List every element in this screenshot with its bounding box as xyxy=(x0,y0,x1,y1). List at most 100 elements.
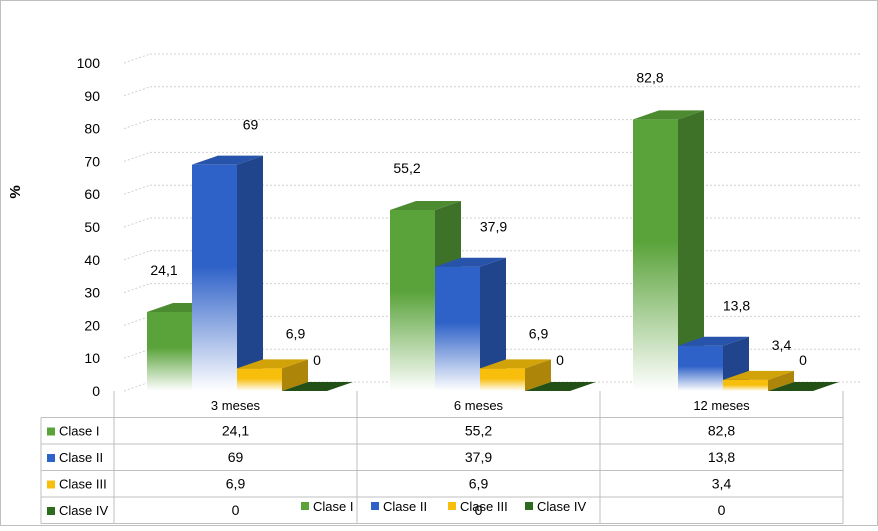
data-label: 69 xyxy=(243,117,259,133)
bar-clase-ii-1 xyxy=(435,257,506,391)
bar-clase-iv-2 xyxy=(768,382,839,391)
legend-swatch xyxy=(448,502,456,510)
legend-label: Clase III xyxy=(460,499,508,514)
table-cell: 3,4 xyxy=(712,476,732,492)
gridline-side xyxy=(123,315,151,326)
bar-clase-iv-0 xyxy=(282,382,353,391)
y-tick-label: 50 xyxy=(84,219,100,235)
bar-front xyxy=(480,368,525,391)
gridline-side xyxy=(123,119,151,130)
bar-top xyxy=(480,359,551,369)
y-axis-title: % xyxy=(7,185,24,198)
y-tick-label: 70 xyxy=(84,153,100,169)
bar-clase-i-1 xyxy=(390,200,461,391)
legend-label: Clase IV xyxy=(537,499,586,514)
table-legend-key xyxy=(47,480,55,489)
bar-front xyxy=(237,368,282,391)
gridline-side xyxy=(123,283,151,294)
bar-top xyxy=(678,336,749,346)
legend-item-clase-ii: Clase II xyxy=(371,499,427,514)
bar-top xyxy=(633,110,704,120)
legend-swatch xyxy=(525,502,533,510)
gridline-side xyxy=(123,184,151,195)
y-tick-label: 20 xyxy=(84,317,100,333)
gridline-side xyxy=(123,86,151,97)
bar-front xyxy=(435,266,480,391)
y-tick-label: 0 xyxy=(92,383,100,399)
table-cell: 6,9 xyxy=(226,476,246,492)
legend-label: Clase I xyxy=(313,499,353,514)
y-tick-label: 30 xyxy=(84,285,100,301)
table-legend-key xyxy=(47,507,55,515)
data-label: 6,9 xyxy=(529,325,549,341)
gridline-side xyxy=(123,348,151,359)
table-legend-key xyxy=(47,427,55,436)
bar-clase-iii-0 xyxy=(237,359,308,391)
bar-front xyxy=(192,164,237,391)
bar-front xyxy=(723,379,768,391)
data-label: 6,9 xyxy=(286,325,306,341)
bar-clase-i-2 xyxy=(633,110,704,391)
table-cell: 6,9 xyxy=(469,476,489,492)
data-label: 24,1 xyxy=(150,262,177,278)
table-cell: 37,9 xyxy=(465,449,492,465)
data-label: 0 xyxy=(799,352,807,368)
y-tick-label: 100 xyxy=(77,55,101,71)
legend-item-clase-iv: Clase IV xyxy=(525,499,586,514)
table-cell: 24,1 xyxy=(222,423,249,439)
table-legend-key xyxy=(47,454,55,462)
table-header-cell: 3 meses xyxy=(211,398,261,413)
bar-side xyxy=(768,370,794,391)
bar-side xyxy=(525,359,551,391)
bar-top xyxy=(723,370,794,380)
table-cell: 82,8 xyxy=(708,423,735,439)
table-cell: 0 xyxy=(475,502,483,518)
legend-item-clase-i: Clase I xyxy=(301,499,353,514)
table-cell: 0 xyxy=(718,502,726,518)
table-cell: 13,8 xyxy=(708,449,735,465)
table-cell: 0 xyxy=(232,502,240,518)
legend-label: Clase II xyxy=(383,499,427,514)
data-label: 3,4 xyxy=(772,337,792,353)
table-cell: 55,2 xyxy=(465,423,492,439)
y-tick-label: 40 xyxy=(84,252,100,268)
y-tick-label: 90 xyxy=(84,88,100,104)
bar-clase-iv-1 xyxy=(525,382,596,391)
bar-clase-iii-2 xyxy=(723,370,794,391)
gridline-side xyxy=(123,53,151,64)
bar-side xyxy=(480,257,506,391)
bar-side xyxy=(282,359,308,391)
bar-front xyxy=(633,119,678,391)
bar-front xyxy=(147,311,192,391)
bar-front xyxy=(678,345,723,391)
bar-clase-ii-0 xyxy=(192,155,263,391)
gridline-side xyxy=(123,250,151,261)
table-cell: 69 xyxy=(228,449,244,465)
bar-top xyxy=(525,382,596,391)
legend-item-clase-iii: Clase III xyxy=(448,499,508,514)
bar-top xyxy=(192,155,263,165)
table-row-label: Clase III xyxy=(59,477,107,492)
bar-top xyxy=(282,382,353,391)
data-label: 0 xyxy=(313,352,321,368)
y-tick-label: 80 xyxy=(84,121,100,137)
y-tick-label: 10 xyxy=(84,350,100,366)
data-label: 55,2 xyxy=(393,160,420,176)
table-row-label: Clase IV xyxy=(59,503,108,518)
legend-swatch xyxy=(301,502,309,510)
gridline-side xyxy=(123,217,151,228)
data-label: 0 xyxy=(556,352,564,368)
gridline-side xyxy=(123,381,151,392)
bar-clase-ii-2 xyxy=(678,336,749,391)
bar-top xyxy=(768,382,839,391)
bar-top xyxy=(435,257,506,267)
legend-swatch xyxy=(371,502,379,510)
table-row-label: Clase I xyxy=(59,424,99,439)
bar-side xyxy=(237,155,263,391)
y-tick-label: 60 xyxy=(84,186,100,202)
table-header-cell: 12 meses xyxy=(693,398,750,413)
data-label: 37,9 xyxy=(480,219,507,235)
bar-top xyxy=(390,200,461,210)
